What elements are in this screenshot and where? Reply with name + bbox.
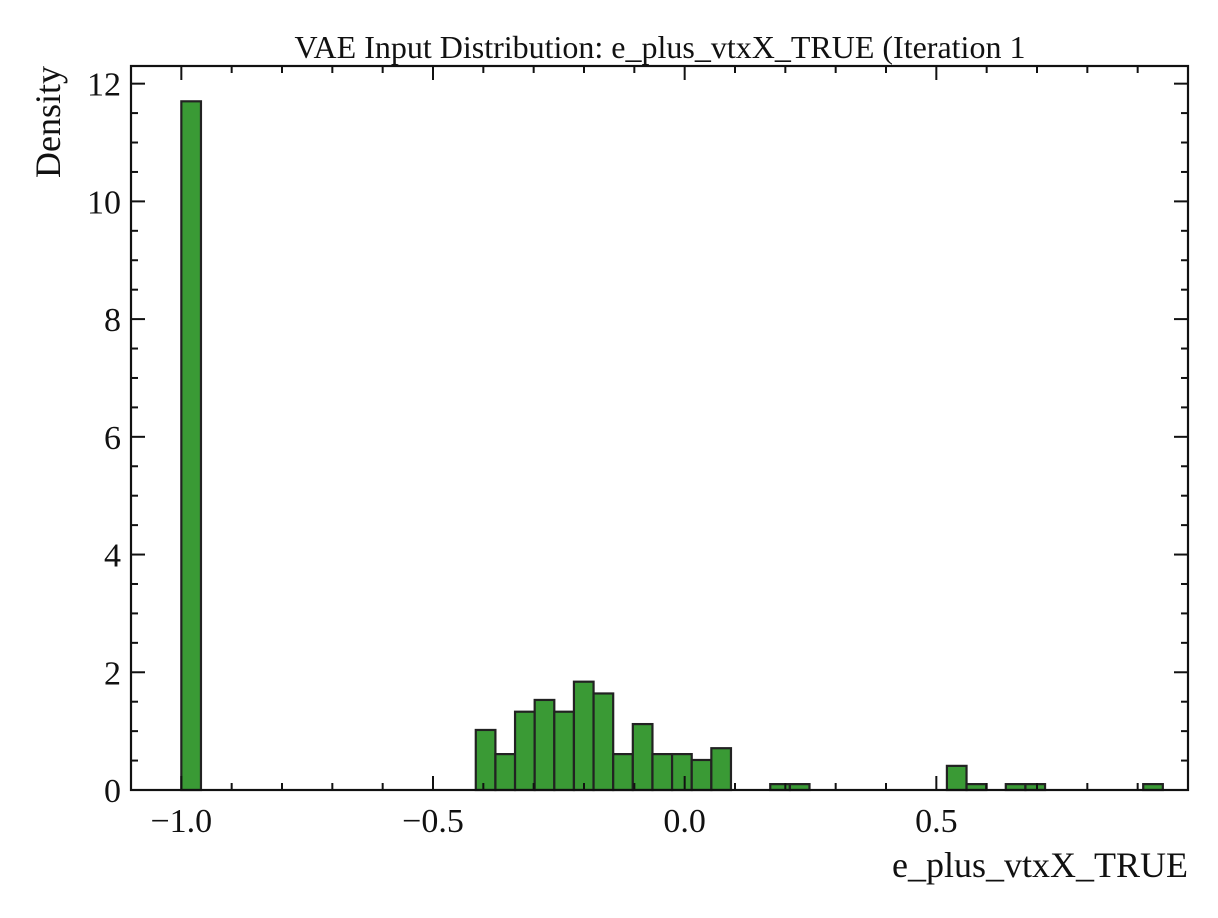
histogram-bar <box>945 764 968 792</box>
histogram-bar <box>572 680 595 792</box>
y-tick-label: 4 <box>104 538 121 575</box>
y-tick-label: 8 <box>104 302 121 339</box>
histogram-bar <box>690 758 713 792</box>
histogram-bar <box>180 100 203 792</box>
histogram-bar <box>651 752 674 792</box>
y-tick-label: 0 <box>104 773 121 810</box>
histogram-bar <box>631 722 654 792</box>
plot-frame <box>129 64 1190 792</box>
y-axis-title: Density <box>28 66 68 178</box>
x-axis-title: e_plus_vtxX_TRUE <box>892 845 1188 885</box>
chart-title: VAE Input Distribution: e_plus_vtxX_TRUE… <box>295 29 1026 65</box>
tick-labels-layer: −1.0 −0.5 0.0 0.5 0 2 4 6 8 10 12 <box>87 67 958 840</box>
y-tick-label: 10 <box>87 184 121 221</box>
histogram-bar <box>670 752 693 792</box>
bars-layer <box>180 100 1164 792</box>
y-tick-label: 2 <box>104 655 121 692</box>
x-tick-label: −0.5 <box>402 803 464 840</box>
histogram-bar <box>474 728 497 792</box>
x-tick-label: −1.0 <box>150 803 212 840</box>
histogram-bar <box>710 747 733 792</box>
y-tick-label: 6 <box>104 420 121 457</box>
ticks-layer <box>130 66 1189 791</box>
x-tick-label: 0.0 <box>663 803 706 840</box>
histogram-bar <box>533 698 556 792</box>
histogram-bar <box>592 692 615 792</box>
histogram-bar <box>553 710 576 792</box>
histogram-bar <box>612 752 634 792</box>
histogram-bar <box>513 710 536 792</box>
x-tick-label: 0.5 <box>915 803 958 840</box>
histogram-bar <box>494 752 517 792</box>
y-tick-label: 12 <box>87 67 121 104</box>
